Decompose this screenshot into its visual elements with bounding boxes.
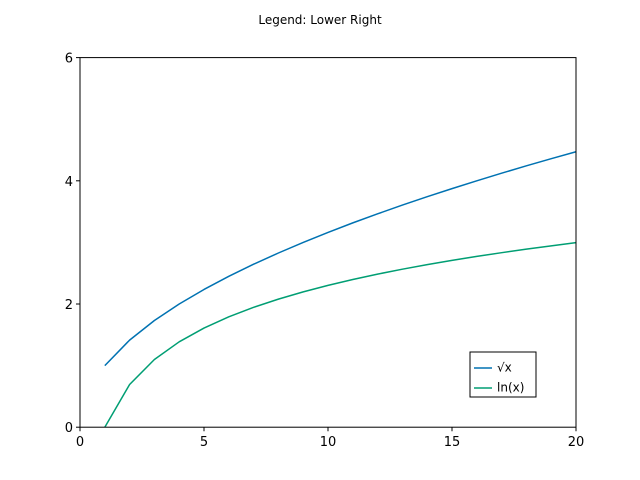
x-tick-label: 15 (444, 435, 461, 450)
x-tick-label: 0 (76, 435, 84, 450)
legend-label-sqrt: √x (497, 361, 512, 375)
series-line-0 (104, 150, 577, 367)
axes-layer: 0 5 10 15 20 0 2 4 6 (65, 52, 585, 451)
series-layer (104, 150, 577, 428)
legend-box (469, 351, 537, 398)
legend: √x ln(x) (469, 351, 537, 398)
x-tick-label: 5 (200, 435, 208, 450)
y-tick-label: 6 (65, 52, 73, 67)
chart-title: Legend: Lower Right (258, 13, 382, 27)
y-tick-label: 4 (65, 175, 73, 190)
series-line-1 (104, 241, 577, 428)
x-tick-label: 20 (568, 435, 585, 450)
y-tick-label: 2 (65, 298, 73, 313)
x-tick-label: 10 (320, 435, 337, 450)
y-tick-label: 0 (65, 421, 73, 436)
legend-label-ln: ln(x) (497, 381, 524, 395)
